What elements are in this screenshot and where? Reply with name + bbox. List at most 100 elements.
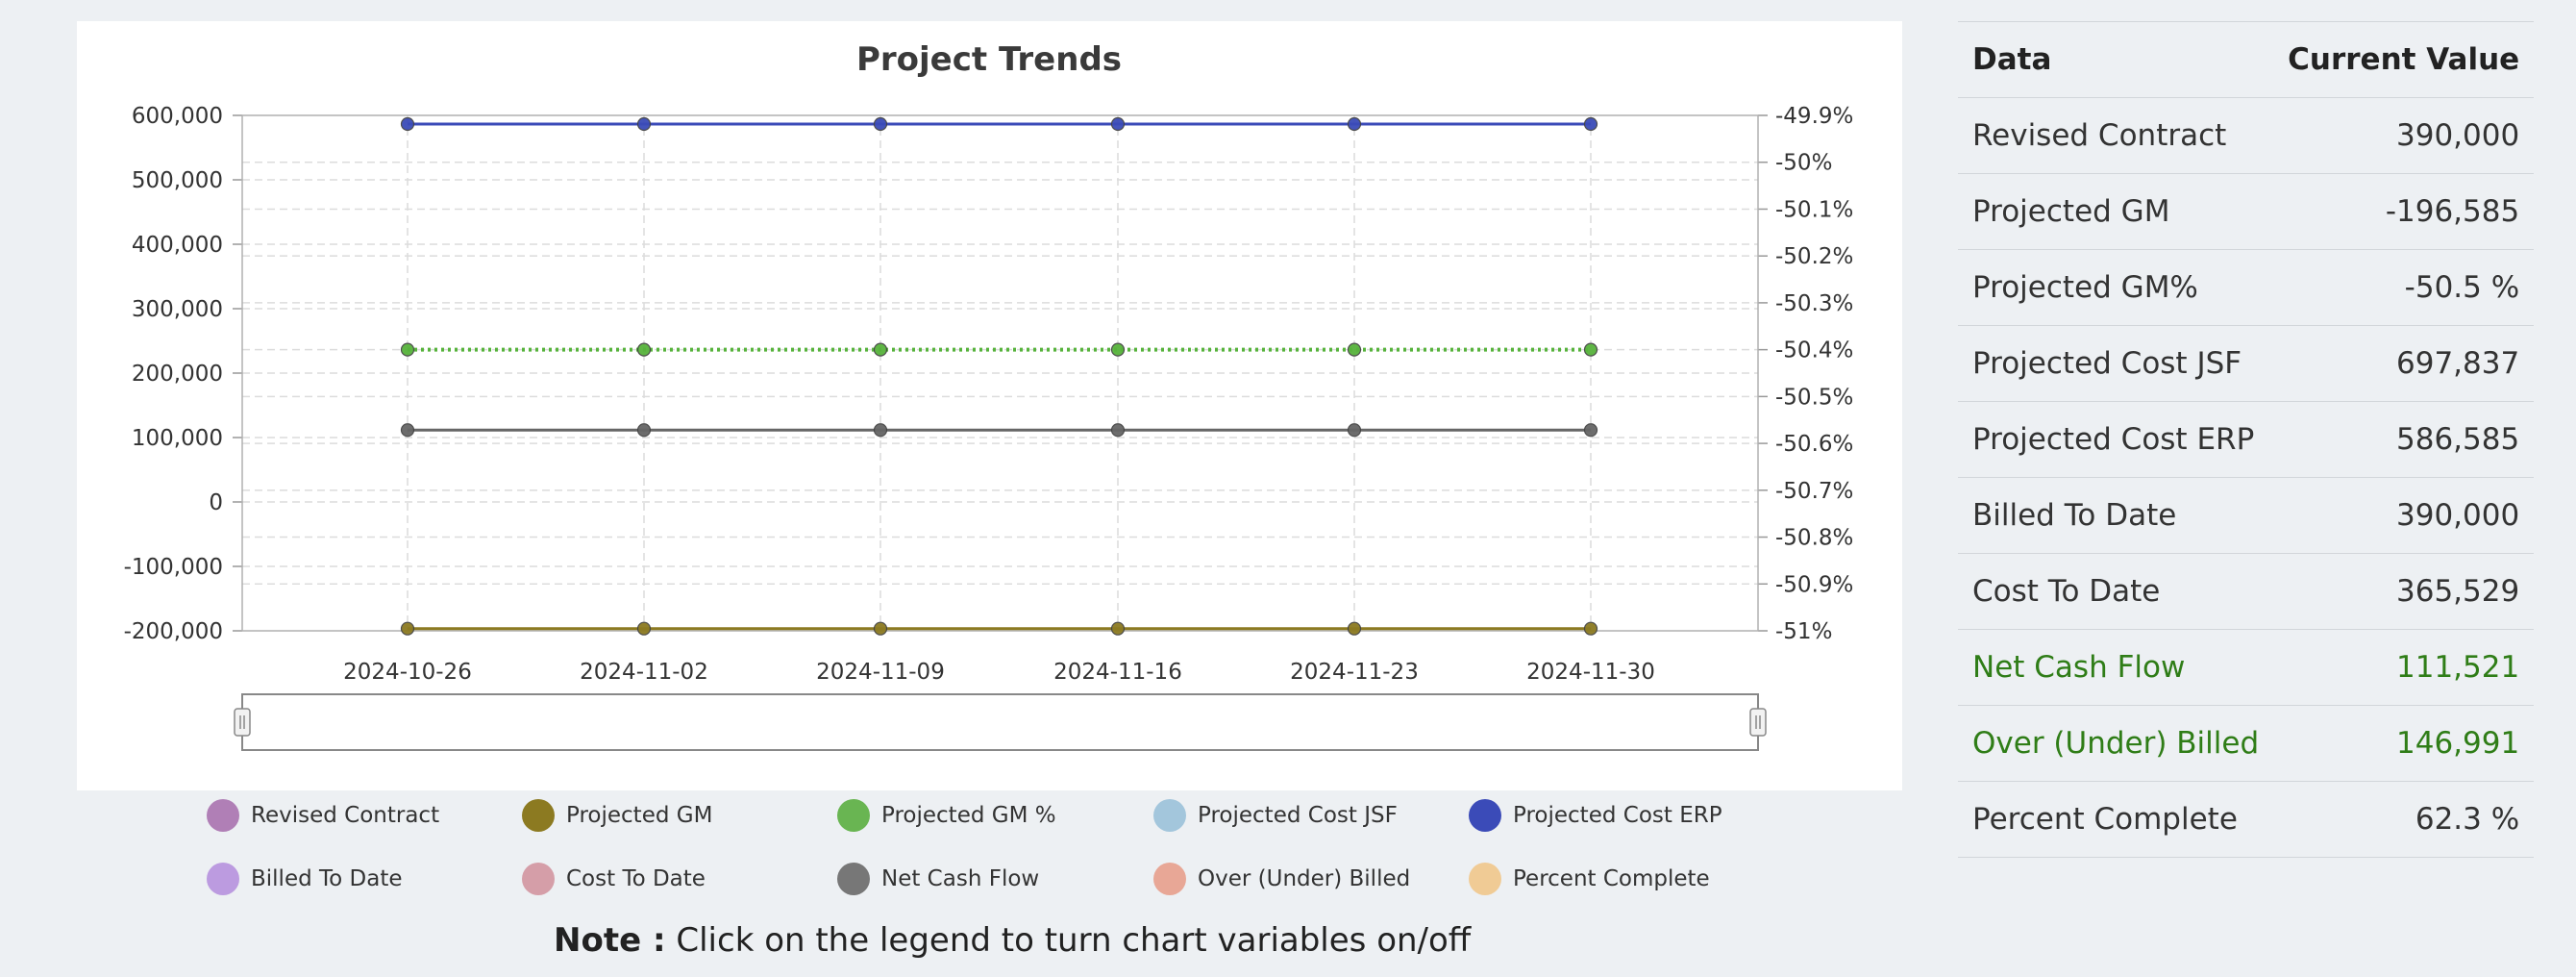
legend-swatch — [522, 863, 555, 895]
chart-title: Project Trends — [856, 40, 1122, 79]
row-value: -50.5 % — [2273, 249, 2535, 326]
table-row: Billed To Date 390,000 — [1958, 477, 2535, 554]
data-point — [1583, 621, 1598, 636]
legend-item-projected-gm[interactable]: Projected GM % — [837, 796, 1056, 835]
data-point — [1110, 342, 1126, 357]
data-point — [400, 621, 415, 636]
legend-swatch — [207, 799, 239, 832]
data-point — [1583, 423, 1598, 438]
x-tick-label: 2024-10-26 — [343, 660, 472, 685]
y-right-tick-label: -50% — [1775, 151, 1832, 176]
y-right-tick-label: -50.8% — [1775, 526, 1853, 551]
data-point — [873, 342, 888, 357]
data-point — [1110, 621, 1126, 636]
table-row: Percent Complete 62.3 % — [1958, 781, 2535, 858]
y-left-tick-label: 500,000 — [132, 168, 223, 193]
legend-label: Projected GM — [566, 803, 713, 828]
data-point — [636, 621, 652, 636]
legend-swatch — [207, 863, 239, 895]
x-tick-label: 2024-11-23 — [1290, 660, 1419, 685]
row-value: 62.3 % — [2273, 781, 2535, 858]
row-label: Projected Cost JSF — [1958, 325, 2274, 402]
legend-item-projected-cost-jsf[interactable]: Projected Cost JSF — [1153, 796, 1398, 835]
x-tick-label: 2024-11-02 — [580, 660, 708, 685]
y-left-tick-label: 100,000 — [132, 426, 223, 451]
y-left-tick-label: 400,000 — [132, 233, 223, 258]
legend-item-projected-gm[interactable]: Projected GM — [522, 796, 712, 835]
y-right-tick-label: -50.3% — [1775, 291, 1853, 316]
header-current-value: Current Value — [2273, 21, 2535, 98]
legend-swatch — [1153, 863, 1186, 895]
data-point — [1110, 116, 1126, 132]
range-handle-right[interactable] — [1749, 708, 1767, 737]
table-row: Net Cash Flow 111,521 — [1958, 629, 2535, 706]
table-row: Projected Cost JSF 697,837 — [1958, 325, 2535, 402]
legend-item-percent-complete[interactable]: Percent Complete — [1469, 860, 1710, 898]
data-point — [636, 116, 652, 132]
row-value: 146,991 — [2273, 705, 2535, 782]
plot-area — [241, 114, 1759, 632]
legend-label: Cost To Date — [566, 866, 706, 891]
legend-swatch — [1469, 863, 1501, 895]
chart-panel: Project Trends 600,000 500,000 400,000 300,0… — [77, 21, 1902, 790]
data-point — [1347, 116, 1362, 132]
row-label: Cost To Date — [1958, 553, 2274, 630]
data-point — [1583, 116, 1598, 132]
legend-item-cost-to-date[interactable]: Cost To Date — [522, 860, 706, 898]
table-row: Projected GM -196,585 — [1958, 173, 2535, 250]
data-point — [1583, 342, 1598, 357]
legend-label: Percent Complete — [1513, 866, 1710, 891]
legend-label: Net Cash Flow — [881, 866, 1040, 891]
y-left-tick-label: 200,000 — [132, 362, 223, 387]
legend-label: Projected GM % — [881, 803, 1056, 828]
y-right-tick-label: -50.1% — [1775, 197, 1853, 222]
table-row: Cost To Date 365,529 — [1958, 553, 2535, 630]
y-right-tick-label: -50.2% — [1775, 244, 1853, 269]
y-left-tick-label: -100,000 — [124, 555, 223, 580]
y-right-tick-label: -50.5% — [1775, 385, 1853, 410]
table-row: Projected Cost ERP 586,585 — [1958, 401, 2535, 478]
data-point — [636, 342, 652, 357]
row-label: Projected Cost ERP — [1958, 401, 2274, 478]
legend-swatch — [522, 799, 555, 832]
legend-item-net-cash-flow[interactable]: Net Cash Flow — [837, 860, 1039, 898]
legend-swatch — [837, 863, 870, 895]
legend-item-revised-contract[interactable]: Revised Contract — [207, 796, 439, 835]
table-body: Revised Contract 390,000 Projected GM -196,… — [1958, 97, 2535, 858]
table-header-row: Data Current Value — [1958, 21, 2535, 98]
y-right-tick-label: -50.4% — [1775, 338, 1853, 363]
note-text: Click on the legend to turn chart variab… — [665, 921, 1472, 960]
row-value: -196,585 — [2273, 173, 2535, 250]
row-label: Over (Under) Billed — [1958, 705, 2274, 782]
row-label: Billed To Date — [1958, 477, 2274, 554]
table-row: Projected GM% -50.5 % — [1958, 249, 2535, 326]
legend-item-over-under-billed[interactable]: Over (Under) Billed — [1153, 860, 1410, 898]
legend-item-billed-to-date[interactable]: Billed To Date — [207, 860, 403, 898]
table-row: Over (Under) Billed 146,991 — [1958, 705, 2535, 782]
data-table: Data Current Value Revised Contract 390,0… — [1958, 21, 2535, 858]
data-point — [873, 423, 888, 438]
row-value: 697,837 — [2273, 325, 2535, 402]
table-row: Revised Contract 390,000 — [1958, 97, 2535, 174]
row-value: 390,000 — [2273, 97, 2535, 174]
y-right-tick-label: -50.6% — [1775, 432, 1853, 457]
row-value: 586,585 — [2273, 401, 2535, 478]
y-right-tick-label: -50.7% — [1775, 479, 1853, 504]
y-right-tick-label: -51% — [1775, 619, 1832, 644]
range-handle-left[interactable] — [234, 708, 251, 737]
legend-note: Note : Click on the legend to turn chart… — [554, 921, 1471, 960]
chart-svg: Project Trends 600,000 500,000 400,000 300,0… — [124, 40, 1853, 751]
legend-label: Revised Contract — [251, 803, 440, 828]
data-point — [400, 423, 415, 438]
data-point — [873, 621, 888, 636]
legend-item-projected-cost-erp[interactable]: Projected Cost ERP — [1469, 796, 1722, 835]
legend-swatch — [1469, 799, 1501, 832]
y-left-tick-label: 0 — [209, 490, 223, 515]
y-right-tick-label: -50.9% — [1775, 572, 1853, 597]
data-point — [1110, 423, 1126, 438]
data-point — [636, 423, 652, 438]
legend-label: Over (Under) Billed — [1198, 866, 1411, 891]
legend-label: Projected Cost JSF — [1198, 803, 1398, 828]
data-point — [1347, 342, 1362, 357]
data-point — [873, 116, 888, 132]
